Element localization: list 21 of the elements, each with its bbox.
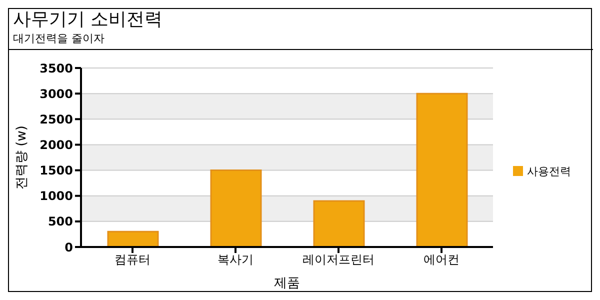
y-tick-label: 1000 — [40, 189, 73, 204]
y-tick-label: 3500 — [40, 61, 73, 76]
y-tick-label: 500 — [48, 214, 73, 229]
chart-title: 사무기기 소비전력 — [13, 9, 163, 31]
bar — [416, 92, 468, 247]
x-tick-label: 컴퓨터 — [114, 252, 150, 267]
y-tick-label: 2500 — [40, 112, 73, 126]
y-tick-label: 1500 — [40, 164, 73, 178]
y-tick-label: 0 — [64, 240, 73, 254]
bar — [210, 170, 262, 247]
x-axis-title: 제품 — [274, 276, 300, 291]
bar — [107, 230, 159, 247]
y-axis-title: 전력량 (w) — [14, 126, 30, 190]
bar — [313, 200, 365, 247]
chart-subtitle: 대기전력을 줄이자 — [13, 31, 104, 46]
x-tick-label: 에어컨 — [424, 252, 460, 267]
y-tick-label: 2000 — [40, 138, 73, 152]
x-tick-label: 복사기 — [218, 252, 254, 267]
legend-label: 사용전력 — [527, 164, 571, 178]
x-tick-label: 레이저프린터 — [302, 252, 374, 267]
y-tick-label: 3000 — [40, 86, 73, 101]
